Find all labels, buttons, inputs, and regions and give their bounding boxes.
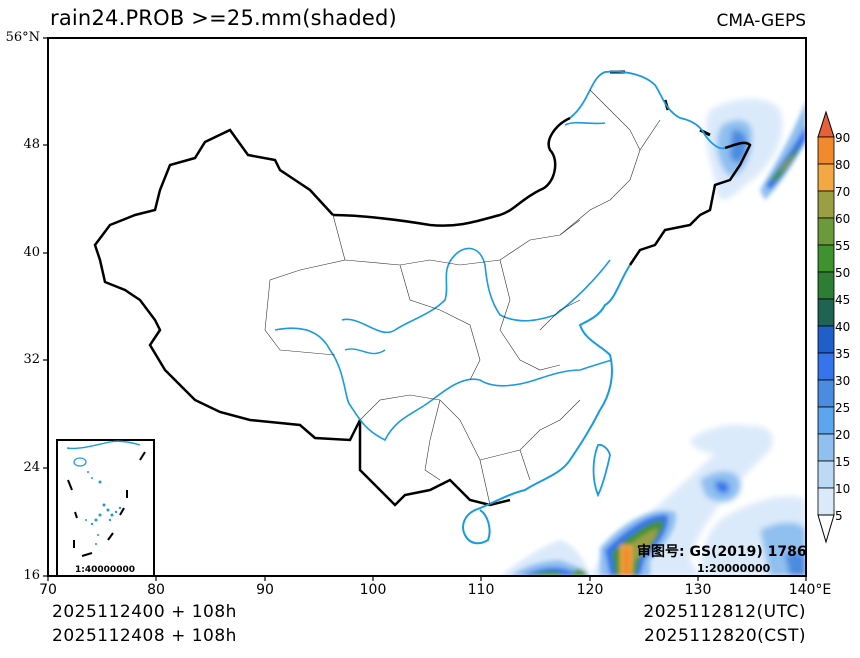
lat-label-56: 56°N [5, 30, 40, 45]
axis-ticks [43, 37, 807, 581]
lon-label-130: 130 [684, 582, 712, 598]
lon-label-110: 110 [467, 582, 495, 598]
lon-label-100: 100 [359, 582, 387, 598]
init-time-utc: 2025112400 + 108h [52, 602, 237, 622]
colorbar-label-25: 25 [835, 401, 851, 415]
precip-shading [501, 98, 805, 575]
chart-title: rain24.PROB >=25.mm(shaded) [50, 6, 397, 30]
lon-label-80: 80 [147, 582, 165, 598]
inset-scale-label: 1:40000000 [75, 565, 135, 575]
lat-label-48: 48 [23, 137, 40, 152]
approval-number: 审图号: GS(2019) 1786 [637, 543, 807, 560]
lat-label-32: 32 [23, 352, 40, 367]
colorbar-label-50: 50 [835, 266, 851, 280]
colorbar-label-55: 55 [835, 239, 851, 253]
lon-label-90: 90 [256, 582, 274, 598]
valid-time-utc: 2025112812(UTC) [643, 602, 806, 622]
map-boundaries [93, 70, 752, 545]
lon-label-70: 70 [39, 582, 57, 598]
colorbar-label-30: 30 [835, 374, 851, 388]
lat-label-40: 40 [23, 245, 40, 260]
colorbar-label-5: 5 [835, 509, 843, 523]
model-name: CMA-GEPS [716, 11, 806, 31]
map-frame [47, 37, 807, 577]
colorbar-label-15: 15 [835, 455, 851, 469]
colorbar-label-40: 40 [835, 320, 851, 334]
lon-label-140: 140°E [788, 582, 832, 598]
lat-label-24: 24 [23, 460, 40, 475]
colorbar-label-10: 10 [835, 482, 851, 496]
lon-label-120: 120 [576, 582, 604, 598]
valid-time-cst: 2025112820(CST) [644, 626, 806, 646]
colorbar-label-20: 20 [835, 428, 851, 442]
init-time-cst: 2025112408 + 108h [52, 626, 237, 646]
colorbar-label-60: 60 [835, 212, 851, 226]
colorbar-label-80: 80 [835, 158, 851, 172]
colorbar-label-35: 35 [835, 347, 851, 361]
inset-map [56, 439, 155, 577]
colorbar [817, 110, 835, 544]
lat-label-16: 16 [23, 568, 40, 583]
colorbar-label-45: 45 [835, 293, 851, 307]
main-scale-label: 1:20000000 [697, 562, 771, 575]
colorbar-label-90: 90 [835, 131, 851, 145]
colorbar-label-70: 70 [835, 185, 851, 199]
